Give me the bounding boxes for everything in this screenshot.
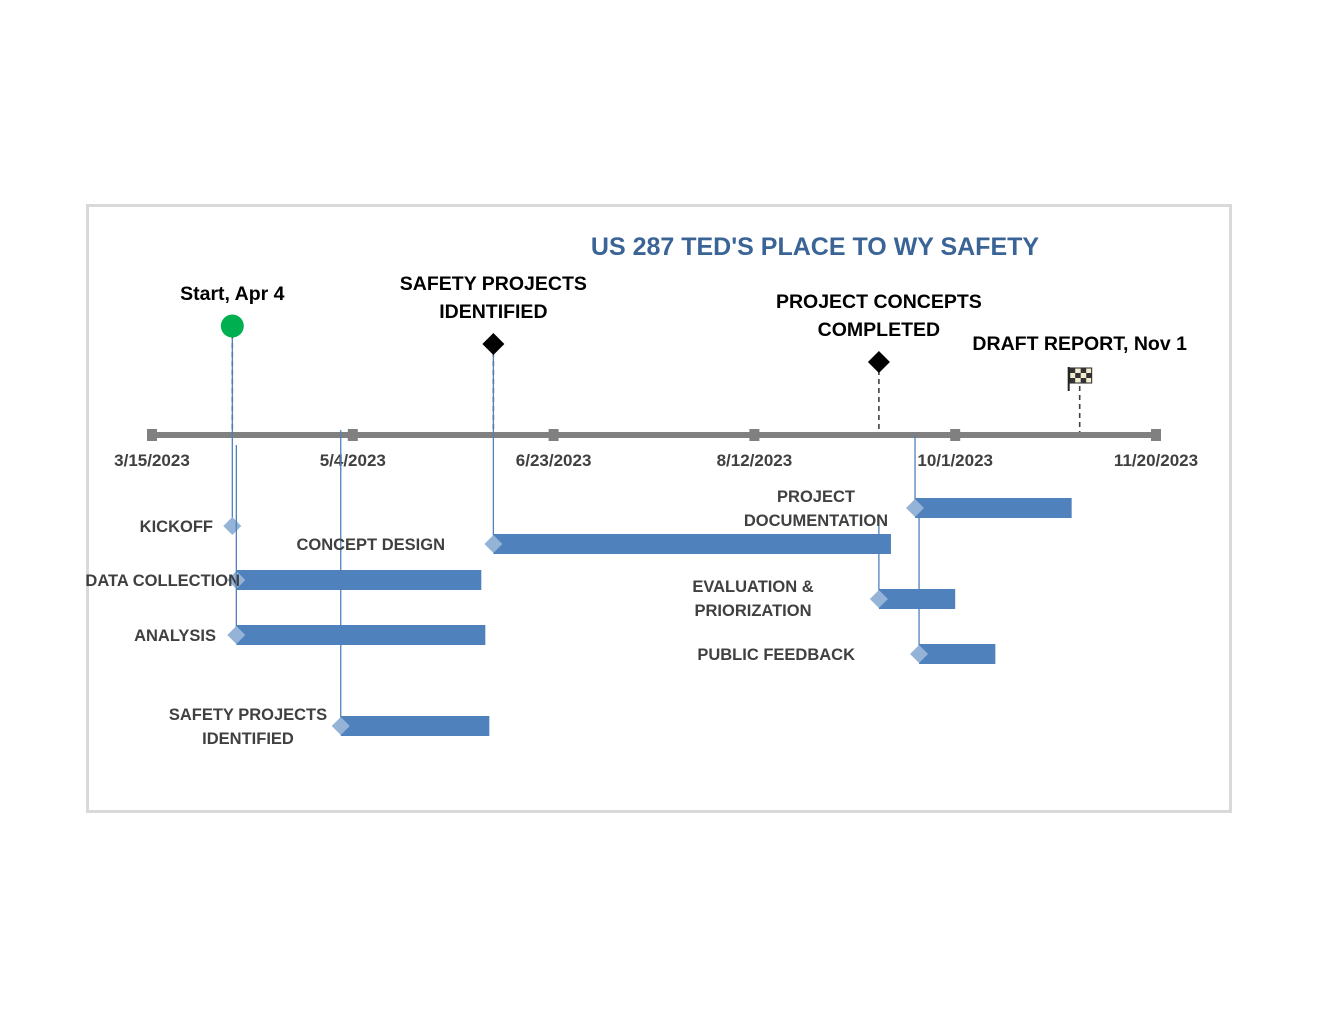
axis-tick-label: 6/23/2023 [516,451,592,470]
milestone-circle-marker [220,314,244,338]
milestone-label: SAFETY PROJECTS [400,273,587,295]
axis-tick-label: 11/20/2023 [1114,451,1198,470]
axis-tick-mark [147,429,157,441]
task-start-marker [910,645,929,663]
flag-check [1080,368,1087,373]
task-bar [878,589,956,609]
task-label: PRIORIZATION [694,602,811,620]
axis-tick-label: 8/12/2023 [717,451,793,470]
axis-tick-mark [1151,429,1161,441]
flag-check [1069,368,1076,373]
task-label: DOCUMENTATION [744,512,888,530]
task-label: CONCEPT DESIGN [296,536,445,554]
axis-tick-mark [749,429,760,441]
task-label: PUBLIC FEEDBACK [697,646,855,664]
flag-check [1086,373,1092,378]
milestone-label: Start, Apr 4 [180,283,285,305]
checkered-flag-icon [1067,367,1093,391]
task-label: KICKOFF [140,518,213,536]
milestone-label: DRAFT REPORT, Nov 1 [972,333,1187,355]
task-bar [236,625,486,645]
task-start-marker [484,535,503,553]
chart-title: US 287 TED'S PLACE TO WY SAFETY [591,233,1039,261]
task-bar [919,644,996,664]
task-label: EVALUATION & [692,578,813,596]
axis-tick-mark [548,429,559,441]
task-bar [915,498,1072,518]
task-label: IDENTIFIED [202,730,294,748]
axis-tick-mark [347,429,358,441]
flag-check [1080,378,1087,383]
milestone-diamond-marker [482,333,505,355]
task-label: SAFETY PROJECTS [169,706,327,724]
task-label: DATA COLLECTION [85,572,240,590]
task-label: PROJECT [777,488,855,506]
flag-check [1075,373,1081,378]
task-bar [493,534,891,554]
task-label: ANALYSIS [134,627,216,645]
axis-tick-label: 3/15/2023 [114,451,190,470]
milestone-diamond-marker [867,351,890,373]
axis-tick-mark [950,429,961,441]
milestone-label: COMPLETED [818,319,940,341]
axis-tick-label: 10/1/2023 [917,451,993,470]
task-start-marker [869,590,888,608]
task-start-marker [227,626,246,644]
task-bar [340,716,490,736]
task-start-marker [223,517,242,535]
task-start-marker [331,717,350,735]
axis-tick-label: 5/4/2023 [320,451,386,470]
milestone-label: PROJECT CONCEPTS [776,291,982,313]
task-start-marker [906,499,925,517]
flag-check [1069,378,1076,383]
task-bar [236,570,482,590]
milestone-label: IDENTIFIED [439,301,547,323]
